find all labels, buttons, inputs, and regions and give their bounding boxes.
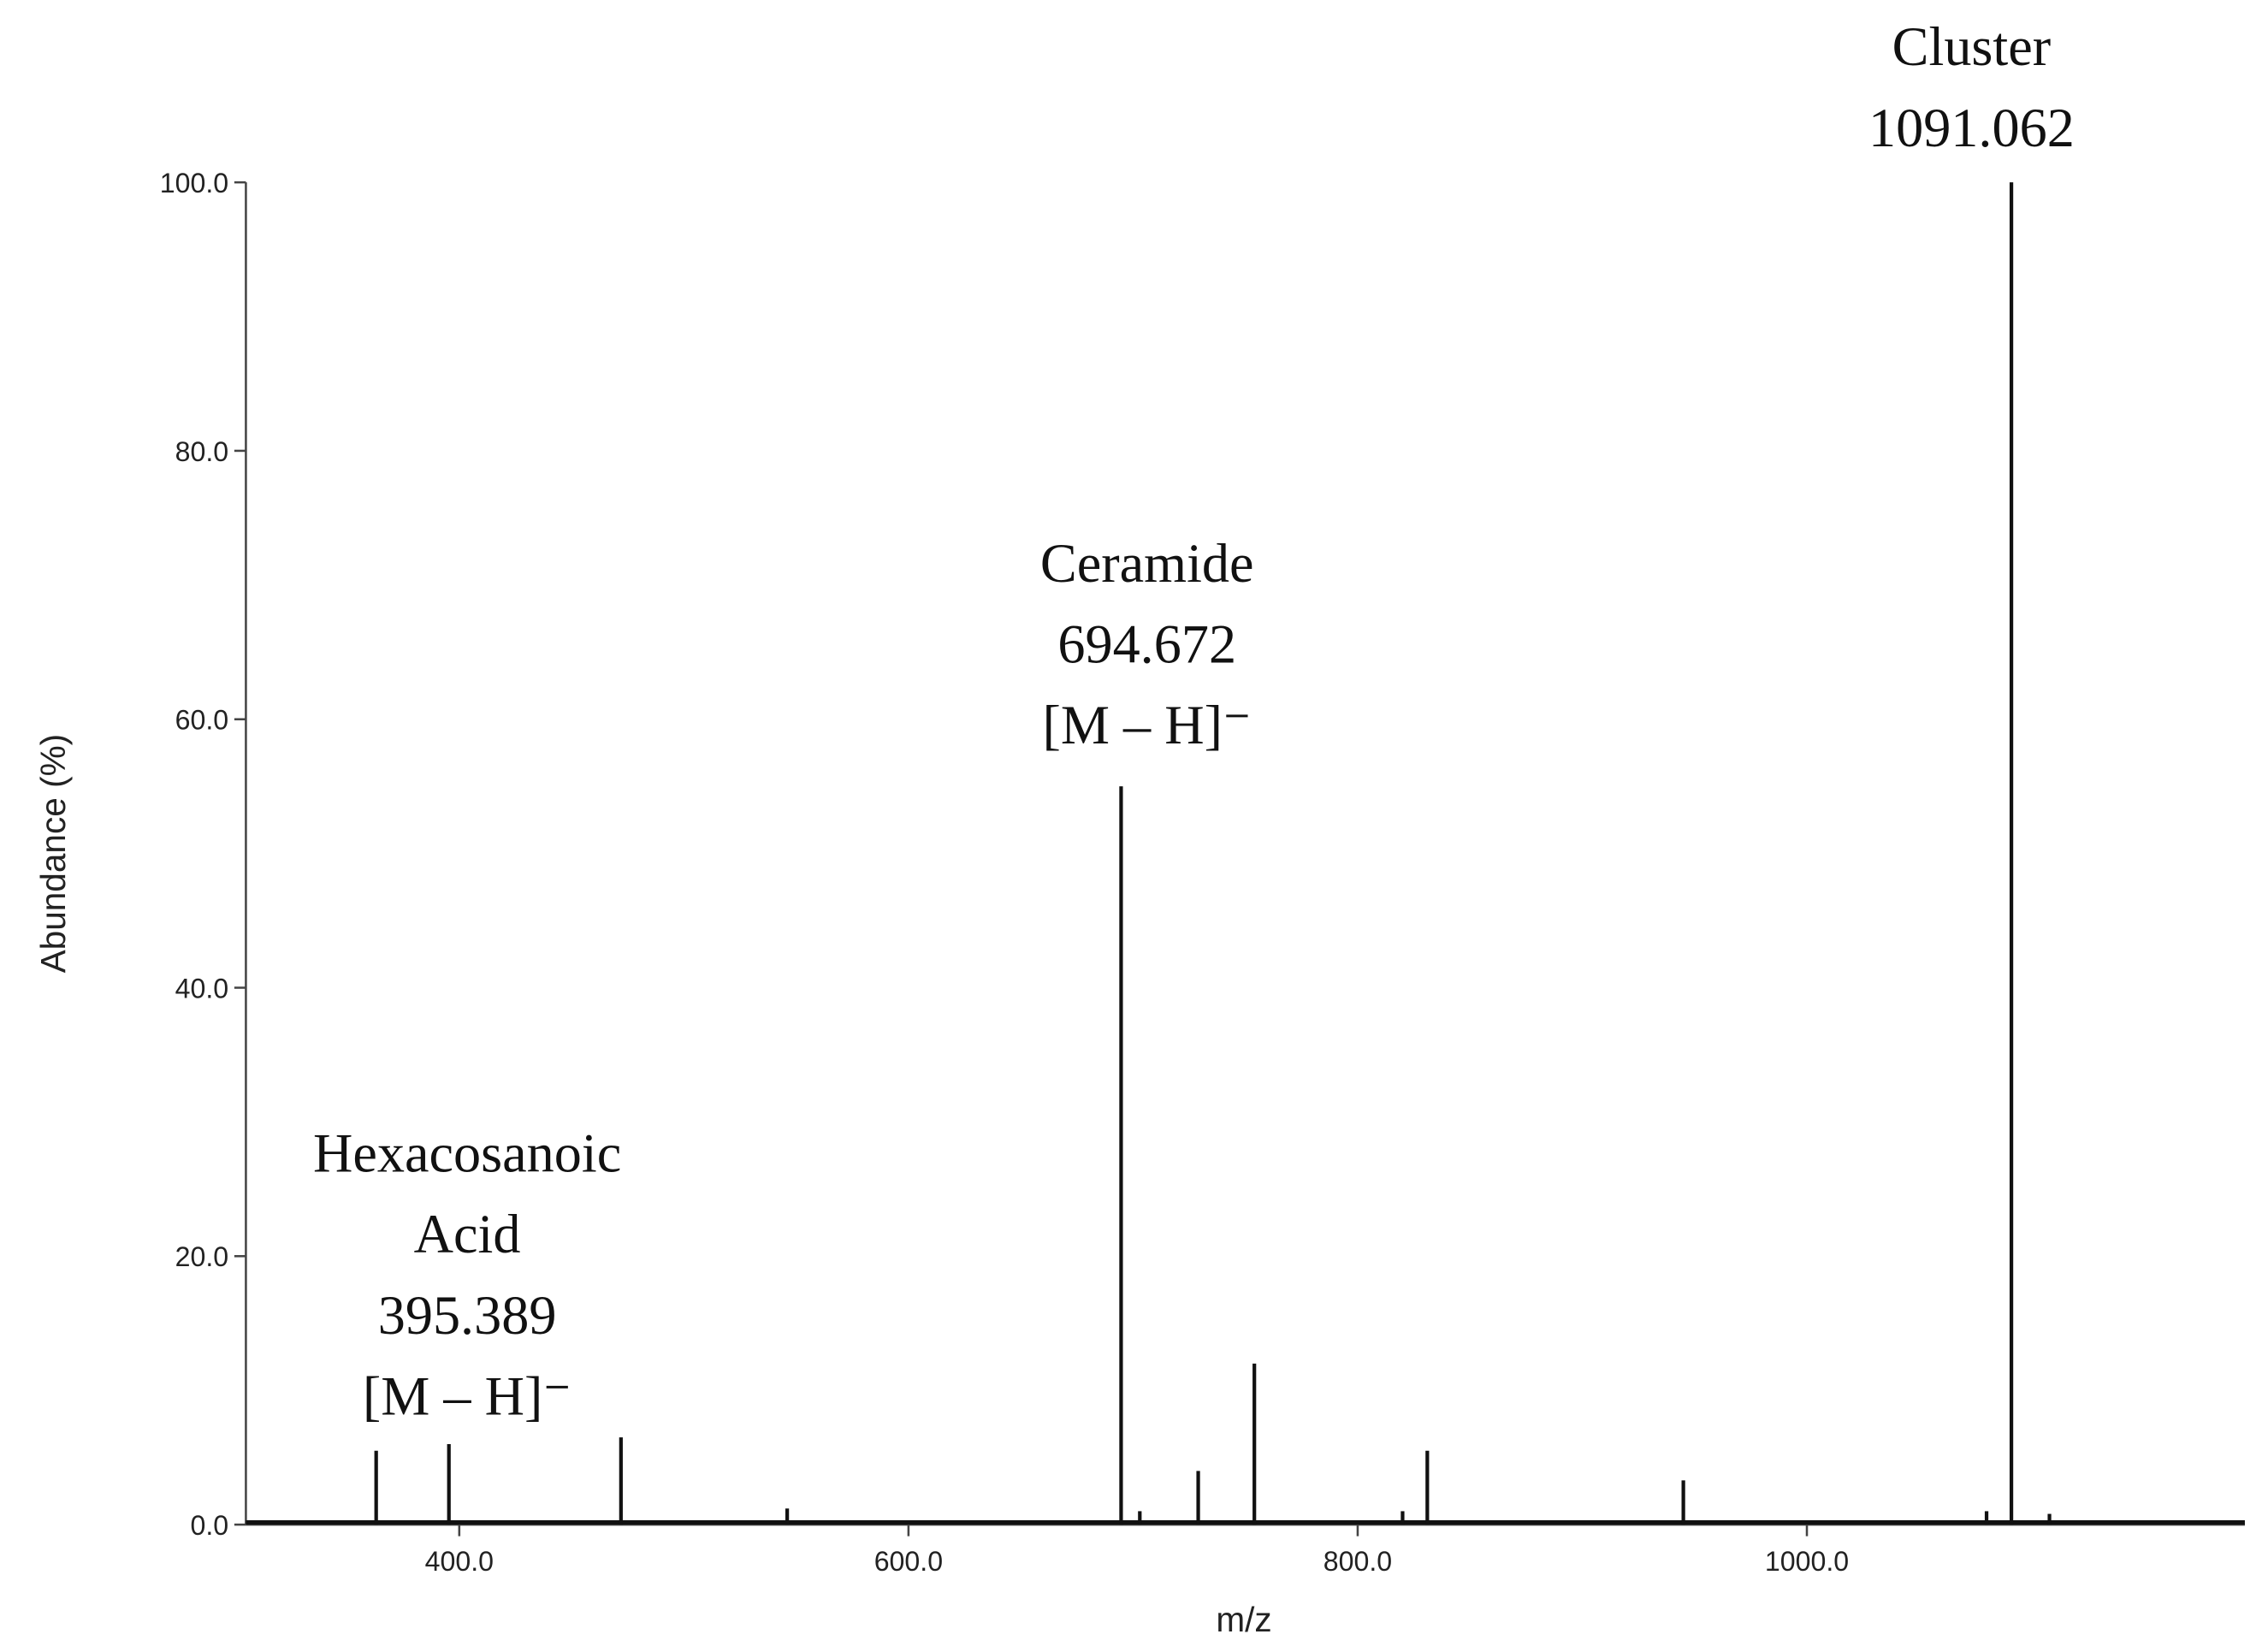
- peak-annotation: 694.672: [1057, 613, 1236, 674]
- y-tick-label: 40.0: [175, 973, 228, 1004]
- y-tick-label: 100.0: [160, 168, 228, 198]
- peak-annotation: [M – H]⁻: [1042, 695, 1251, 755]
- x-tick-label: 400.0: [425, 1546, 494, 1577]
- x-tick-label: 1000.0: [1765, 1546, 1849, 1577]
- y-axis-label: Abundance (%): [33, 734, 73, 974]
- y-tick-label: 20.0: [175, 1241, 228, 1272]
- y-tick-label: 0.0: [190, 1510, 228, 1541]
- peak-annotation: Acid: [414, 1204, 521, 1264]
- y-tick-label: 80.0: [175, 436, 228, 467]
- y-tick-label: 60.0: [175, 705, 228, 736]
- x-axis-label: m/z: [1216, 1600, 1271, 1639]
- peak-annotation: Ceramide: [1040, 533, 1254, 594]
- peak-annotation: 395.389: [378, 1285, 557, 1346]
- peak-annotation: Hexacosanoic: [313, 1123, 621, 1184]
- peak-annotation: 1091.062: [1868, 98, 2075, 158]
- x-tick-label: 800.0: [1323, 1546, 1392, 1577]
- x-tick-label: 600.0: [874, 1546, 943, 1577]
- peak-annotation: Cluster: [1892, 16, 2052, 77]
- peak-annotation: [M – H]⁻: [363, 1366, 571, 1427]
